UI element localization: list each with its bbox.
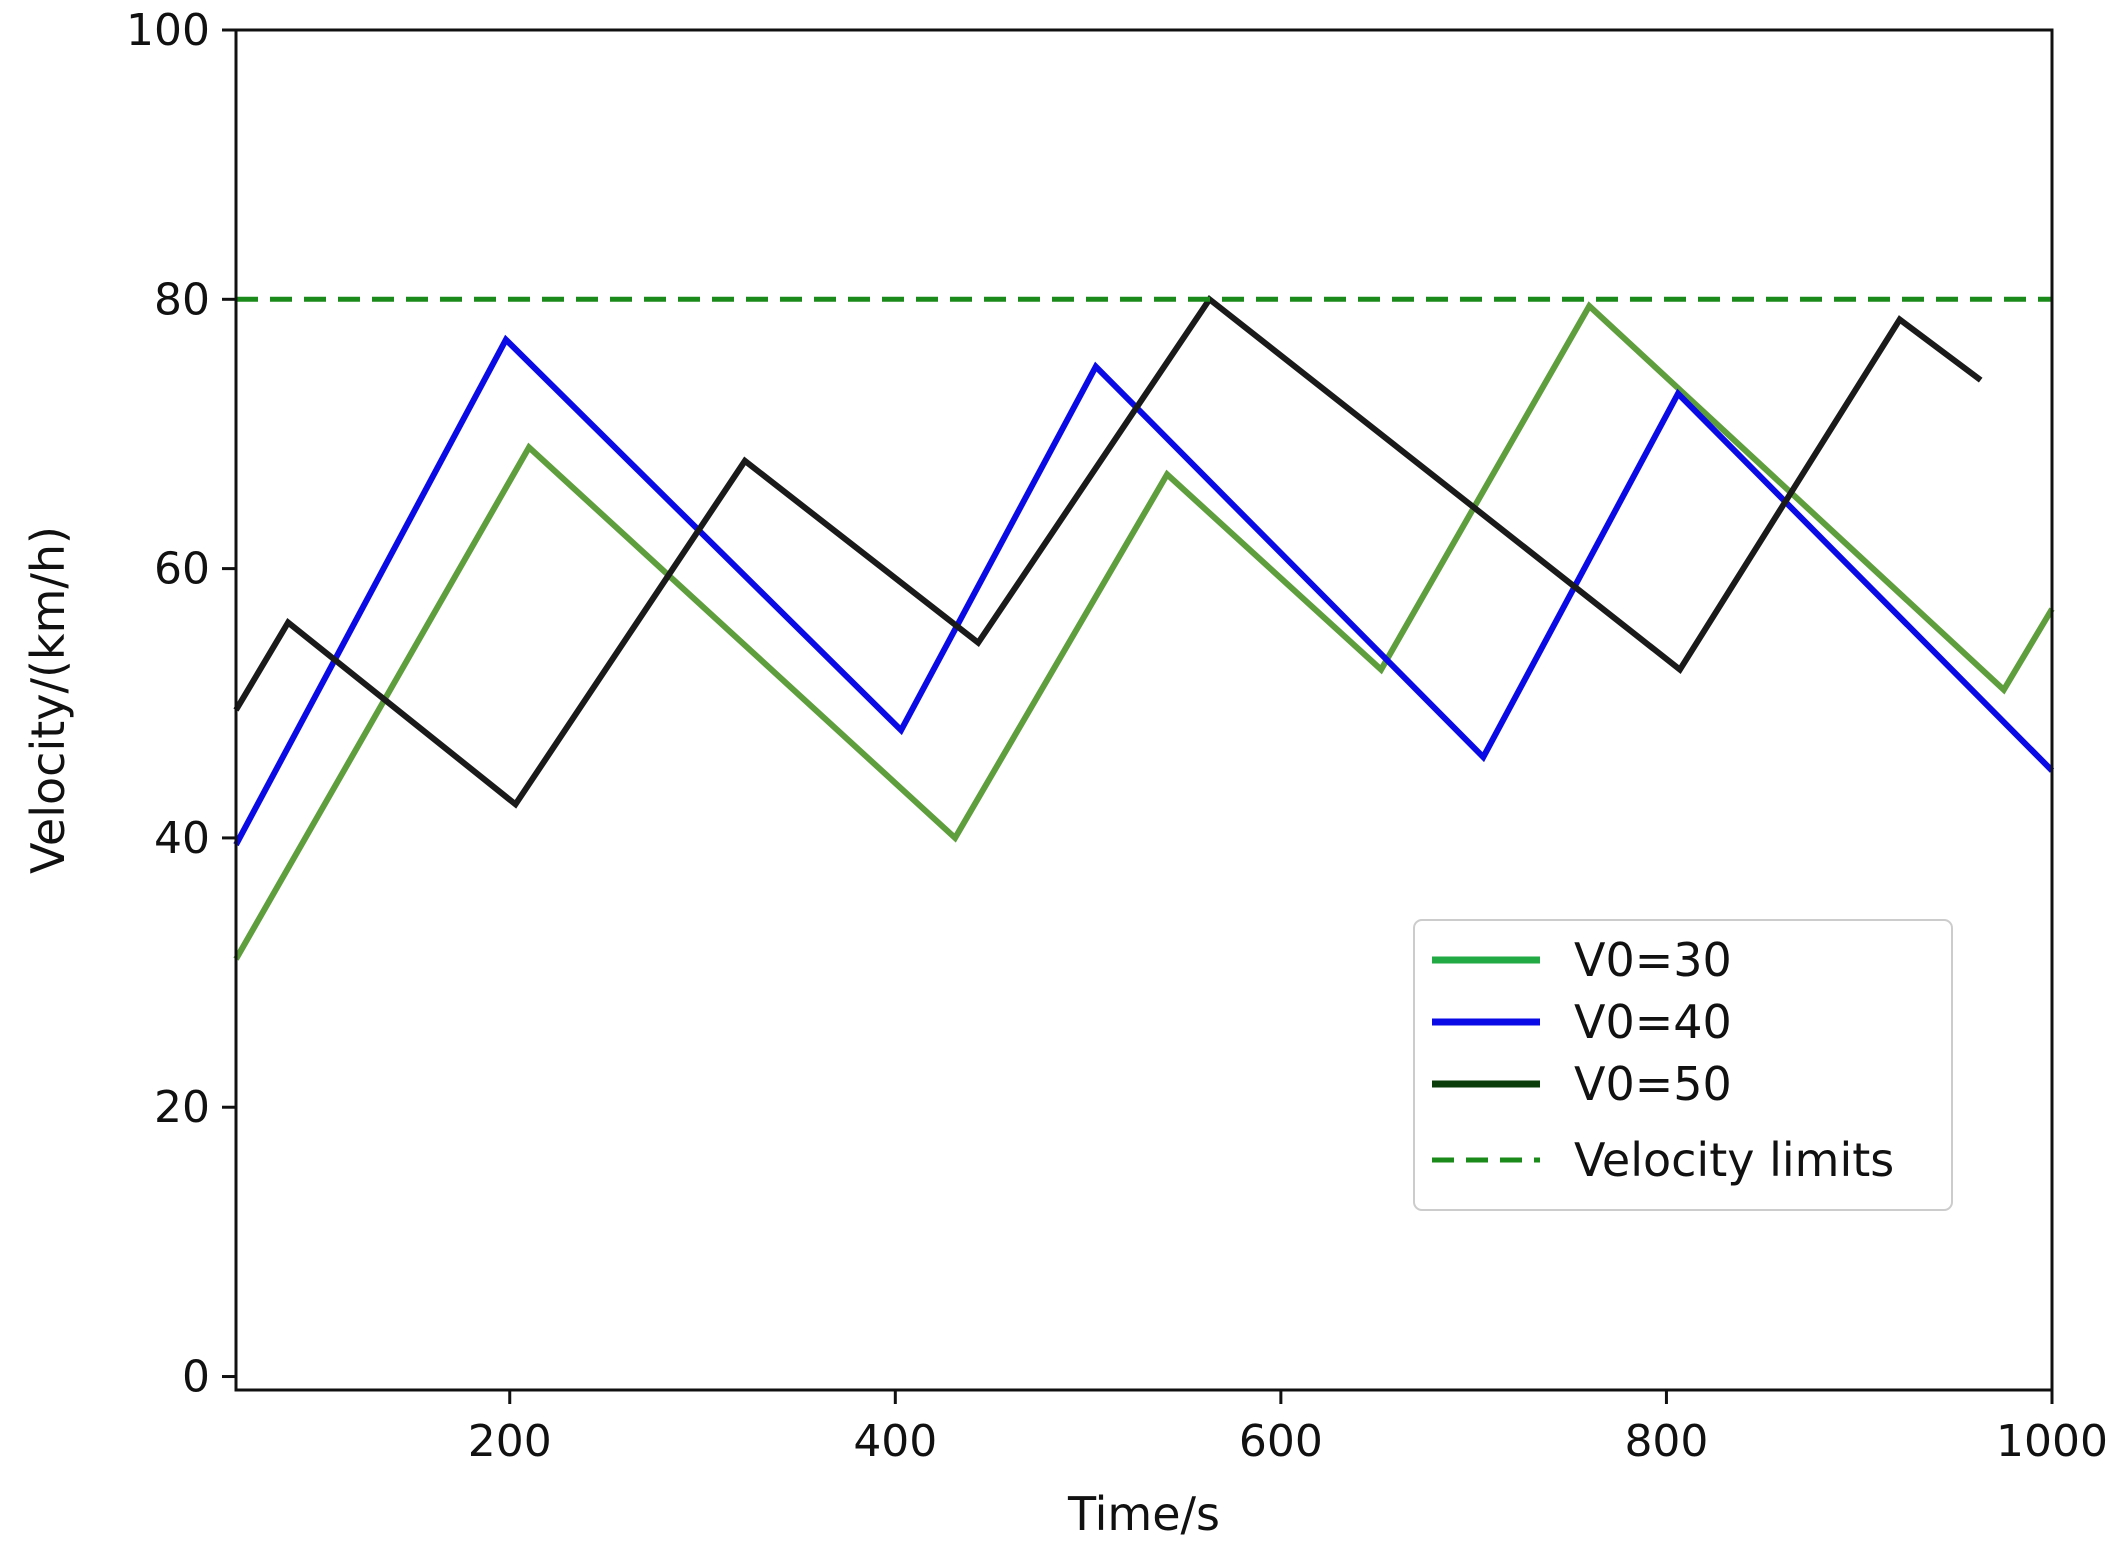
series-line-v0-30 bbox=[233, 301, 2055, 961]
series-line-v0-40 bbox=[233, 334, 2055, 847]
y-tick-label: 0 bbox=[182, 1352, 210, 1403]
legend-label-v0-30: V0=30 bbox=[1574, 933, 1732, 987]
x-tick-label: 1000 bbox=[1996, 1416, 2108, 1467]
x-tick-label: 800 bbox=[1624, 1416, 1708, 1467]
x-tick-label: 600 bbox=[1239, 1416, 1323, 1467]
legend-label-v0-40: V0=40 bbox=[1574, 995, 1732, 1049]
legend-label-velocity-limits: Velocity limits bbox=[1574, 1133, 1894, 1187]
plot-frame bbox=[234, 28, 2054, 1392]
ticks-layer: 200 400 600 800 1000 0 20 40 60 80 100 bbox=[126, 5, 2108, 1467]
y-tick-label: 80 bbox=[154, 274, 210, 325]
x-tick-label: 400 bbox=[853, 1416, 937, 1467]
series-line-v0-50 bbox=[233, 294, 1983, 809]
y-tick-label: 100 bbox=[126, 5, 210, 56]
legend-label-v0-50: V0=50 bbox=[1574, 1057, 1732, 1111]
legend-box bbox=[1413, 919, 1953, 1211]
y-tick-label: 20 bbox=[154, 1082, 210, 1133]
y-tick-label: 60 bbox=[154, 544, 210, 595]
x-axis-label: Time/s bbox=[1067, 1487, 1220, 1541]
legend: V0=30 V0=40 V0=50 Velocity limits bbox=[1413, 919, 1953, 1211]
x-tick-label: 200 bbox=[468, 1416, 552, 1467]
y-axis-label: Velocity/(km/h) bbox=[21, 526, 75, 874]
y-tick-label: 40 bbox=[154, 813, 210, 864]
series-layer bbox=[233, 294, 2055, 961]
